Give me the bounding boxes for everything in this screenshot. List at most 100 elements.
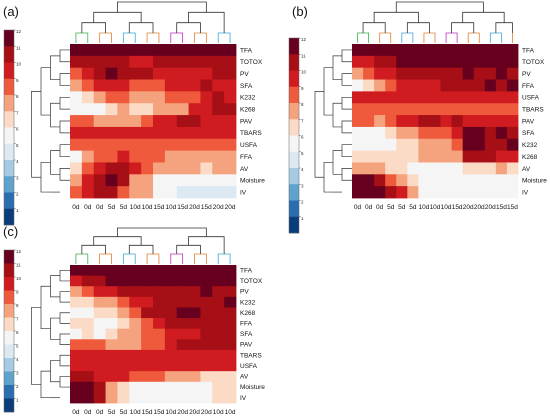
heatmap-cell xyxy=(70,55,83,69)
heatmap-cell xyxy=(462,150,475,163)
heatmap-cell xyxy=(164,265,178,277)
heatmap-cell xyxy=(440,150,452,163)
heatmap-cell xyxy=(429,103,441,116)
heatmap-cell xyxy=(200,318,213,330)
heatmap-cell xyxy=(164,162,178,175)
colorbar-tick-label: 10 xyxy=(16,276,22,281)
heatmap-cell xyxy=(70,79,83,92)
heatmap-cell xyxy=(484,150,497,163)
dendrogram-branch xyxy=(467,32,480,43)
heatmap-cell xyxy=(352,79,364,92)
heatmap-cell xyxy=(117,126,130,140)
dendrogram-branch xyxy=(170,32,184,43)
heatmap-cell xyxy=(141,296,154,308)
heatmap-cell xyxy=(200,339,213,351)
colorbar-segment xyxy=(289,119,299,136)
heatmap-cell xyxy=(81,162,95,175)
heatmap-cell xyxy=(81,360,95,372)
dendrogram-branch xyxy=(50,150,60,175)
heatmap-cell xyxy=(495,91,508,104)
row-label: Moisture xyxy=(522,178,547,185)
heatmap-cell xyxy=(363,44,375,57)
heatmap-cell xyxy=(176,318,189,330)
colorbar-segment xyxy=(4,62,14,80)
column-label: 5d xyxy=(398,204,406,211)
colorbar-segment xyxy=(4,30,14,47)
heatmap-cell xyxy=(141,265,154,277)
column-label: 15d xyxy=(142,409,153,416)
heatmap-cell xyxy=(188,103,201,116)
dendrogram-branch xyxy=(188,11,225,23)
heatmap-cell xyxy=(212,55,225,69)
heatmap-cell xyxy=(352,138,364,152)
heatmap-cell xyxy=(81,67,95,80)
colorbar-tick-label: 6 xyxy=(301,135,304,140)
column-dendrogram xyxy=(75,227,231,264)
heatmap-cell xyxy=(224,162,237,175)
heatmap-cell xyxy=(188,349,201,361)
heatmap-cell xyxy=(70,360,83,372)
heatmap-cell xyxy=(484,162,497,175)
heatmap-cell xyxy=(105,265,118,277)
heatmap-cell xyxy=(188,275,201,287)
heatmap-cell xyxy=(200,79,213,92)
heatmap-cell xyxy=(153,55,166,69)
heatmap-cell xyxy=(164,286,178,298)
dendrogram-branch xyxy=(379,32,392,43)
heatmap-cell xyxy=(70,296,83,308)
heatmap-cell xyxy=(129,67,142,80)
heatmap-cell xyxy=(153,103,166,116)
heatmap-cell xyxy=(176,349,189,361)
colorbar-tick-label: 4 xyxy=(16,159,19,164)
heatmap-cell xyxy=(200,360,213,372)
heatmap-cell xyxy=(129,79,142,92)
dendrogram-branch xyxy=(59,120,70,134)
dendrogram-branch xyxy=(170,253,184,264)
heatmap-cell xyxy=(81,150,95,163)
heatmap-cell xyxy=(374,67,386,80)
heatmap-cell xyxy=(153,296,166,308)
dendrogram-branch xyxy=(59,333,70,345)
heatmap-cell xyxy=(117,138,130,152)
heatmap-cell xyxy=(418,91,430,104)
heatmap-cell xyxy=(129,371,142,383)
heatmap-cell xyxy=(93,91,106,104)
heatmap-cell xyxy=(352,55,364,69)
heatmap-cell xyxy=(224,360,237,372)
heatmap-cell xyxy=(93,138,106,152)
heatmap-cell xyxy=(164,115,178,128)
heatmap-cell xyxy=(407,186,419,199)
heatmap-cell xyxy=(495,186,508,199)
colorbar-tick-label: 7 xyxy=(301,118,304,123)
heatmap-cell xyxy=(164,381,178,393)
panel-label: (b) xyxy=(292,4,308,19)
heatmap-cell xyxy=(451,126,464,140)
column-label: 20d xyxy=(485,204,496,211)
column-label: 15d xyxy=(153,409,164,416)
heatmap-cell xyxy=(495,79,508,92)
colorbar-segment xyxy=(4,250,14,264)
heatmap-cell xyxy=(212,371,225,383)
heatmap-cell xyxy=(93,318,106,330)
heatmap-cell xyxy=(473,79,486,92)
heatmap-cell xyxy=(484,186,497,199)
heatmap-cell xyxy=(141,318,154,330)
heatmap-cell xyxy=(117,265,130,277)
heatmap-cell xyxy=(407,150,419,163)
heatmap-cell xyxy=(81,55,95,69)
heatmap-cell xyxy=(200,381,213,393)
heatmap-cell xyxy=(363,162,375,175)
dendrogram-branch xyxy=(50,102,60,128)
heatmap-cell xyxy=(129,115,142,128)
heatmap-cell xyxy=(374,126,386,140)
heatmap-panel-1: (a) 12 11 10 9 8 7 6 5 4 3 2 1 TFA TOTOX PV SFA K232 K268 P… xyxy=(3,1,265,226)
heatmap-cell xyxy=(188,286,201,298)
heatmap-cell xyxy=(164,349,178,361)
heatmap-cell xyxy=(105,296,118,308)
heatmap-cell xyxy=(374,55,386,69)
heatmap-cell xyxy=(440,126,452,140)
heatmap-cell xyxy=(495,174,508,187)
colorbar-segment xyxy=(4,78,14,96)
row-label: K232 xyxy=(240,299,256,306)
